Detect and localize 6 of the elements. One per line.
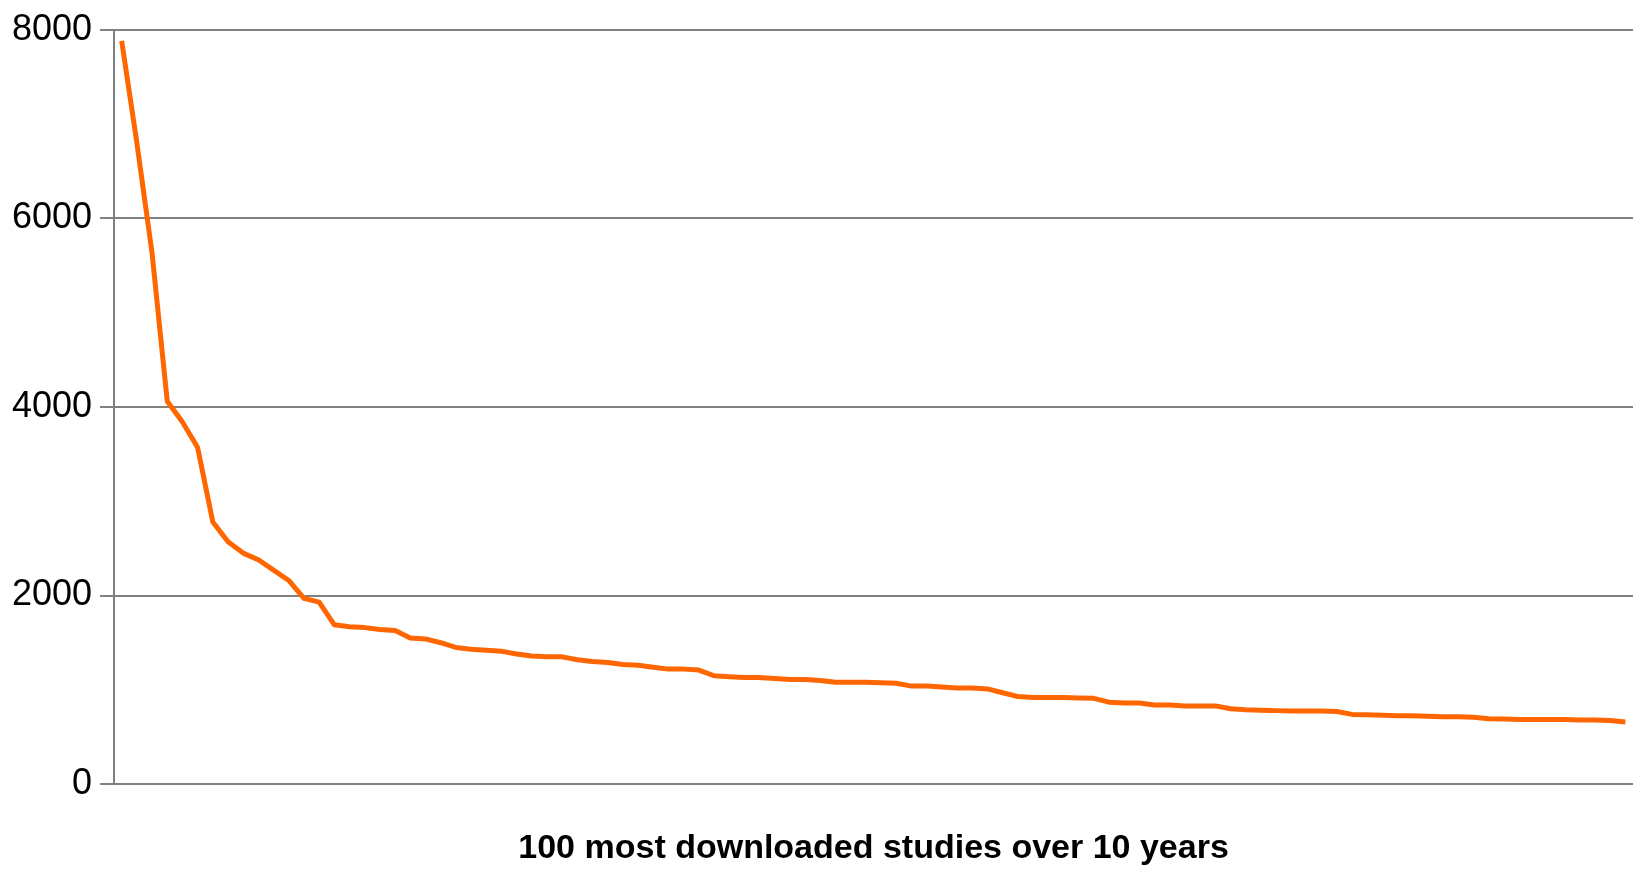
- x-axis-title: 100 most downloaded studies over 10 years: [518, 826, 1229, 865]
- y-tick-label: 8000: [11, 6, 93, 48]
- y-tick-label: 0: [72, 761, 93, 803]
- y-tick-label: 6000: [11, 195, 93, 237]
- y-tick-label: 4000: [11, 383, 93, 425]
- y-tick-label: 2000: [11, 572, 93, 614]
